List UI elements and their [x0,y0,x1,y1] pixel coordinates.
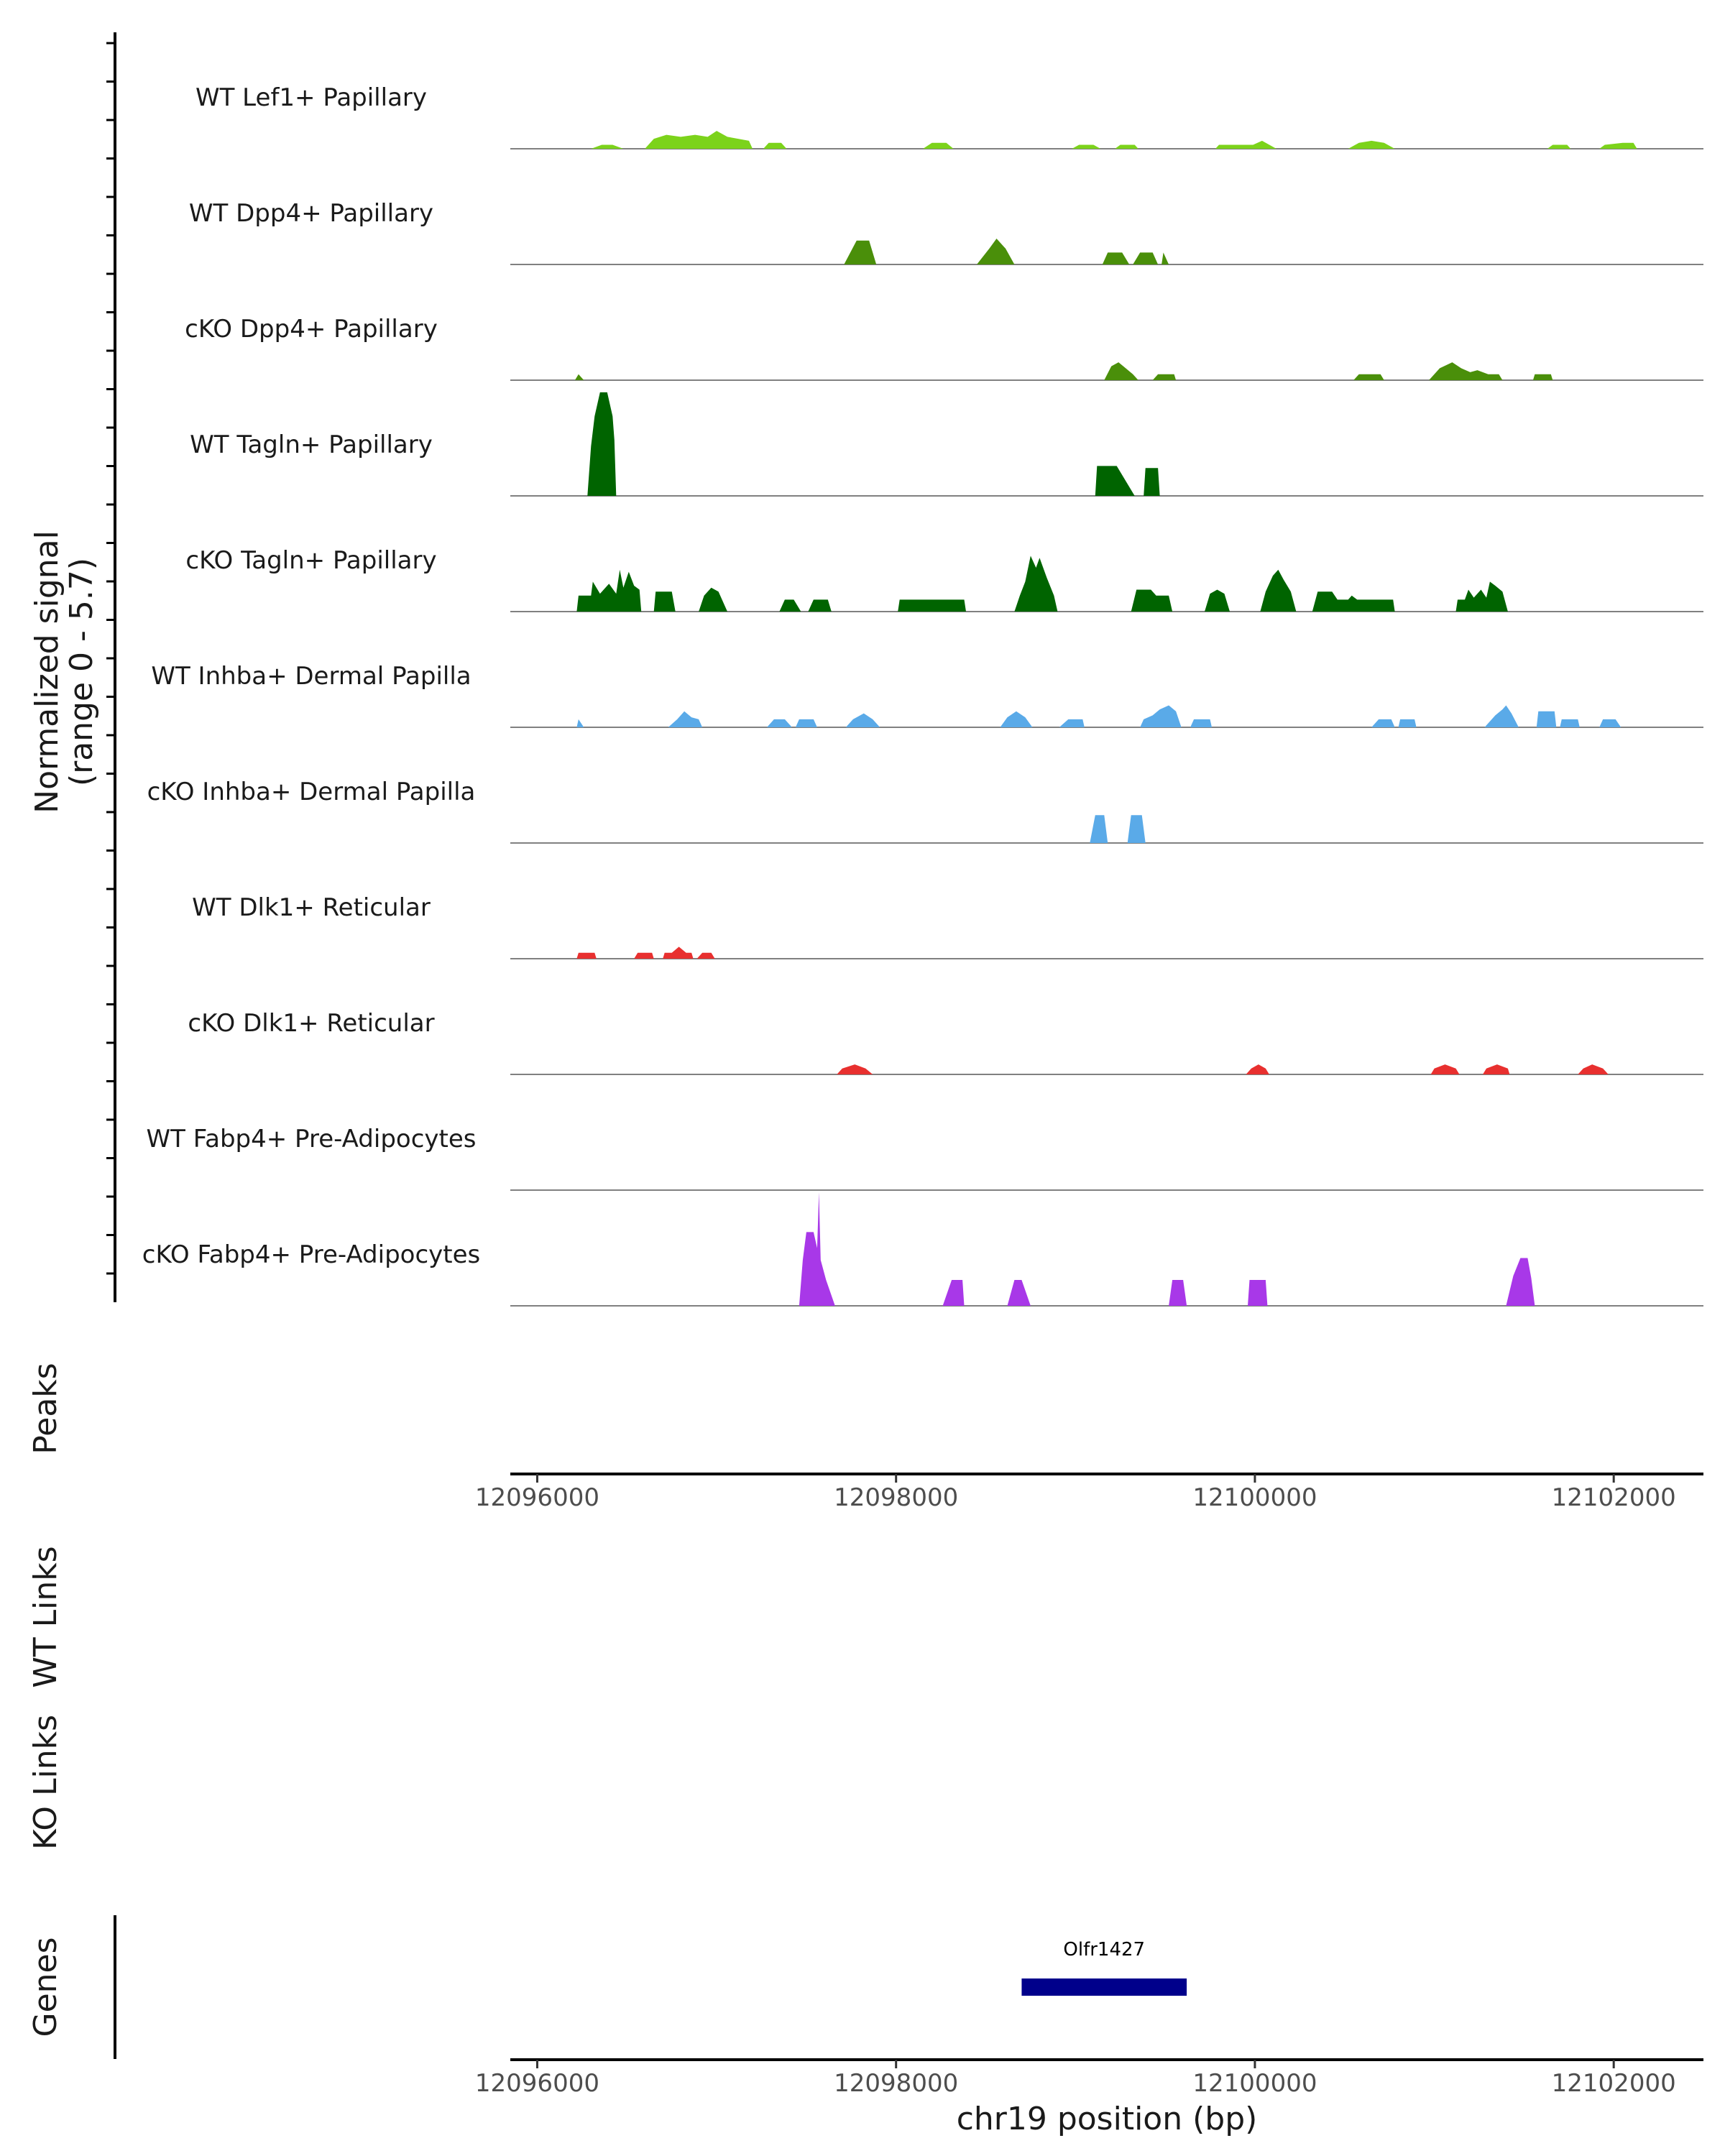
coverage-track: WT Dlk1+ Reticular [192,893,1703,959]
coverage-track: cKO Fabp4+ Pre-Adipocytes [142,1192,1703,1307]
track-label: WT Lef1+ Papillary [196,83,427,112]
coverage-signal-area [576,946,715,959]
track-label: cKO Dpp4+ Papillary [185,315,438,344]
x-axis-tick-label: 12100000 [1192,1483,1317,1512]
coverage-track: WT Lef1+ Papillary [196,83,1703,149]
track-label: WT Fabp4+ Pre-Adipocytes [147,1125,477,1153]
gene-annotations: Olfr1427 [1021,1939,1187,1996]
coverage-signal-area [1090,815,1146,843]
x-axis-tick-label: 12102000 [1552,2069,1676,2098]
coverage-track: cKO Tagln+ Papillary [185,546,1703,612]
coverage-track: cKO Dpp4+ Papillary [185,315,1703,381]
coverage-track: WT Inhba+ Dermal Papilla [151,662,1703,728]
x-axis-tick-label: 12098000 [834,1483,958,1512]
ko-links-panel-label: KO Links [27,1715,64,1850]
genes-x-axis-ticks: 12096000 12098000 12100000 12102000 [475,2060,1676,2098]
genes-panel-label: Genes [27,1937,64,2037]
peaks-panel-label: Peaks [27,1363,64,1454]
gene-label: Olfr1427 [1063,1939,1145,1961]
track-label: cKO Fabp4+ Pre-Adipocytes [142,1240,481,1269]
coverage-signal-area [576,556,1508,612]
coverage-track: cKO Dlk1+ Reticular [188,1009,1703,1075]
y-axis-title-line1: Normalized signal [29,530,65,814]
coverage-signal-area [574,362,1553,380]
track-label: WT Dlk1+ Reticular [192,893,431,922]
track-label: WT Inhba+ Dermal Papilla [151,662,471,691]
y-axis-title-line2: (range 0 - 5.7) [63,558,100,786]
x-axis-tick-label: 12096000 [475,2069,599,2098]
gene-body [1021,1978,1187,1996]
track-label: WT Dpp4+ Papillary [189,199,433,228]
coverage-track: WT Tagln+ Papillary [190,392,1703,497]
x-axis-tick-label: 12098000 [834,2069,958,2098]
coverage-signal-area [837,1064,1609,1074]
x-axis-title: chr19 position (bp) [957,2101,1258,2137]
coverage-y-axis-ticks [106,42,115,1275]
peaks-x-axis-ticks: 12096000 12098000 12100000 12102000 [475,1474,1676,1512]
coverage-signal-area [576,705,1622,727]
coverage-signal-area [587,392,1160,496]
coverage-signal-area [591,131,1637,149]
coverage-signal-area [844,239,1169,264]
x-axis-tick-label: 12096000 [475,1483,599,1512]
track-label: cKO Tagln+ Papillary [185,546,436,575]
wt-links-panel-label: WT Links [27,1546,64,1687]
track-label: cKO Inhba+ Dermal Papilla [147,778,476,806]
coverage-track: cKO Inhba+ Dermal Papilla [147,778,1703,844]
coverage-track: WT Dpp4+ Papillary [189,199,1703,265]
coverage-track: WT Fabp4+ Pre-Adipocytes [147,1125,1703,1191]
x-axis-tick-label: 12102000 [1552,1483,1676,1512]
coverage-tracks: WT Lef1+ Papillary WT Dpp4+ Papillary cKO … [142,83,1703,1307]
track-label: cKO Dlk1+ Reticular [188,1009,434,1038]
x-axis-tick-label: 12100000 [1192,2069,1317,2098]
track-label: WT Tagln+ Papillary [190,430,433,459]
